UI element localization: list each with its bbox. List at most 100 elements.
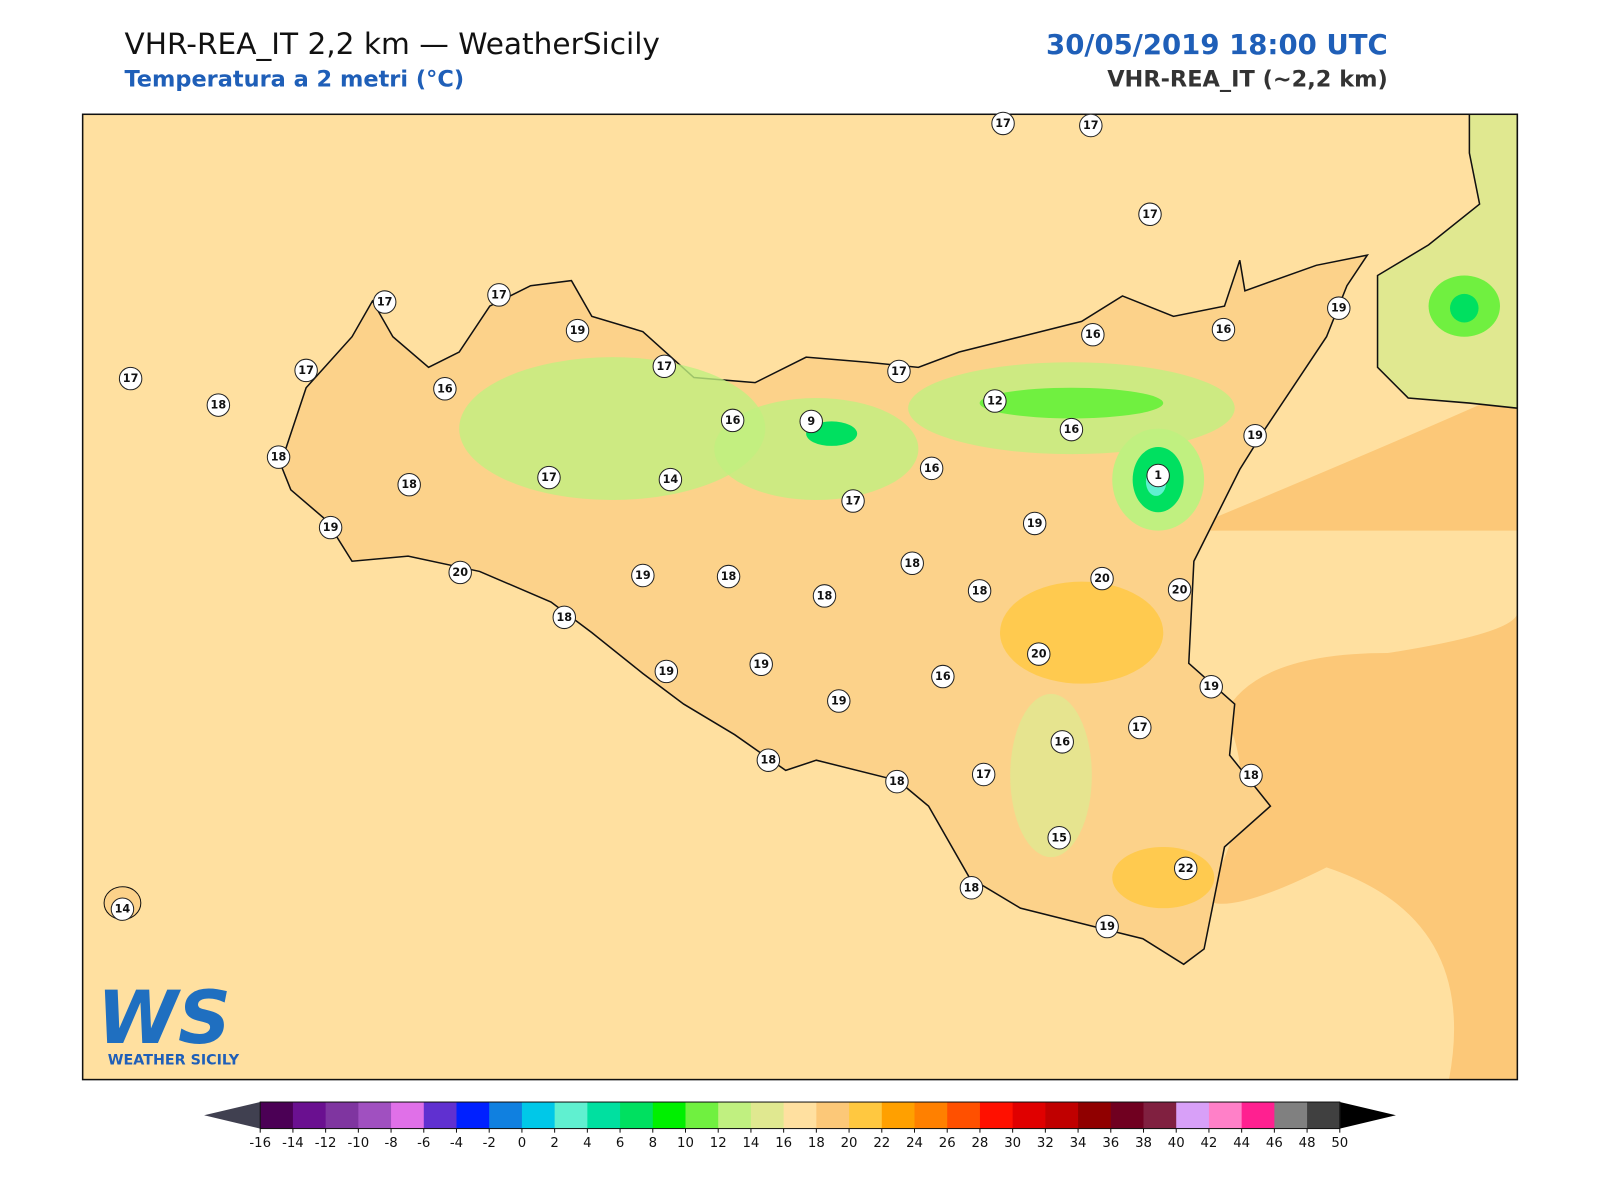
colorbar-label: 12 — [710, 1136, 727, 1151]
station-marker — [983, 389, 1007, 413]
station: 19 — [1327, 296, 1351, 320]
colorbar-label: 0 — [518, 1136, 526, 1151]
station: 19 — [749, 652, 773, 677]
station: 16 — [919, 456, 944, 481]
station-marker — [716, 564, 741, 589]
map: 17 17 17 17 17 19 17 17 18 16 17 17 16 16 19 18 18 16 9 12 1… — [81, 111, 1519, 1081]
colorbar-bin — [979, 1102, 1014, 1129]
station-value: 17 — [656, 360, 672, 373]
station: 16 — [1081, 322, 1105, 347]
station: 19 — [1095, 914, 1119, 939]
colorbar-bin — [849, 1102, 883, 1129]
colorbar-label: 10 — [677, 1136, 694, 1151]
station-marker — [1138, 202, 1162, 227]
station-value: 18 — [556, 611, 572, 624]
colorbar-label: 14 — [742, 1136, 759, 1151]
station: 16 — [720, 408, 745, 433]
colorbar: -16 -14 -12 -10 -8 -6 -4 -2 0 2 4 6 8 10 12 14 16 18 20 22 2… — [204, 1101, 1396, 1151]
station-marker — [749, 652, 773, 677]
colorbar-label: -6 — [417, 1136, 430, 1151]
station: 17 — [372, 290, 397, 314]
station: 16 — [1059, 417, 1084, 442]
station: 19 — [1199, 675, 1223, 699]
colorbar-bin — [1078, 1102, 1112, 1129]
colorbar-bin — [947, 1102, 981, 1129]
colorbar-bin — [816, 1102, 850, 1129]
station-marker — [1059, 417, 1084, 442]
station: 12 — [983, 389, 1007, 413]
station-value: 18 — [964, 881, 980, 894]
station-marker — [631, 563, 655, 588]
colorbar-under — [204, 1102, 261, 1129]
colorbar-bin — [914, 1102, 948, 1129]
station-value: 12 — [987, 395, 1003, 408]
map-frame — [81, 113, 1519, 1081]
station-value: 20 — [1094, 572, 1110, 585]
station: 16 — [1211, 317, 1236, 342]
station: 17 — [537, 465, 561, 490]
colorbar-label: 22 — [873, 1136, 890, 1151]
station-marker — [1027, 642, 1051, 666]
station: 18 — [266, 445, 291, 469]
station: 17 — [1138, 202, 1162, 227]
station: 18 — [959, 876, 984, 900]
cool-area — [714, 397, 919, 500]
station-marker — [967, 579, 992, 603]
station-value: 18 — [972, 584, 988, 597]
colorbar-label: 34 — [1070, 1136, 1087, 1151]
colorbar-label: 30 — [1004, 1136, 1021, 1151]
station-marker — [1095, 914, 1119, 939]
warm-area — [1112, 846, 1215, 909]
station: 14 — [110, 897, 135, 921]
station-value: 16 — [924, 462, 940, 475]
warm-area — [1000, 581, 1164, 684]
station-value: 19 — [1027, 517, 1043, 530]
colorbar-bin — [652, 1102, 687, 1129]
station-value: 19 — [753, 658, 769, 671]
station-value: 17 — [1132, 721, 1148, 734]
colorbar-label: 4 — [583, 1136, 591, 1151]
station-marker — [372, 290, 397, 314]
station-marker — [959, 876, 984, 900]
station-marker — [552, 605, 577, 630]
station-marker — [294, 358, 318, 383]
station-value: 19 — [1247, 429, 1263, 442]
station: 18 — [812, 584, 837, 608]
station-marker — [1090, 566, 1114, 591]
logo: WS WEATHER SICILY — [97, 976, 240, 1068]
station-marker — [658, 467, 683, 492]
station: 18 — [397, 472, 421, 497]
colorbar-label: 20 — [841, 1136, 858, 1151]
station-value: 19 — [659, 665, 675, 678]
station-value: 19 — [1331, 302, 1347, 315]
station-value: 17 — [123, 372, 139, 385]
station-value: 17 — [891, 365, 907, 378]
cool-area — [1450, 293, 1479, 323]
colorbar-label: -12 — [315, 1136, 337, 1151]
station-value: 16 — [1054, 735, 1070, 748]
colorbar-bin — [554, 1102, 588, 1129]
colorbar-label: 8 — [649, 1136, 657, 1151]
station: 17 — [487, 283, 511, 307]
station-value: 22 — [1178, 862, 1194, 875]
station-marker — [1047, 826, 1071, 850]
colorbar-label: 46 — [1266, 1136, 1283, 1151]
station: 17 — [118, 366, 143, 391]
colorbar-label: 32 — [1037, 1136, 1054, 1151]
station: 17 — [991, 111, 1015, 136]
station-marker — [1239, 763, 1263, 788]
station: 17 — [1079, 113, 1103, 138]
station-marker — [827, 689, 851, 713]
colorbar-bin — [881, 1102, 916, 1129]
station-value: 9 — [807, 415, 815, 428]
station-marker — [991, 111, 1015, 136]
model: VHR-REA_IT (~2,2 km) — [1107, 67, 1388, 93]
station-value: 17 — [1083, 119, 1099, 132]
station-value: 18 — [889, 775, 905, 788]
station-marker — [1079, 113, 1103, 138]
station-value: 17 — [298, 364, 314, 377]
station: 20 — [448, 560, 472, 585]
station-value: 19 — [570, 324, 586, 337]
station-marker — [397, 472, 421, 497]
